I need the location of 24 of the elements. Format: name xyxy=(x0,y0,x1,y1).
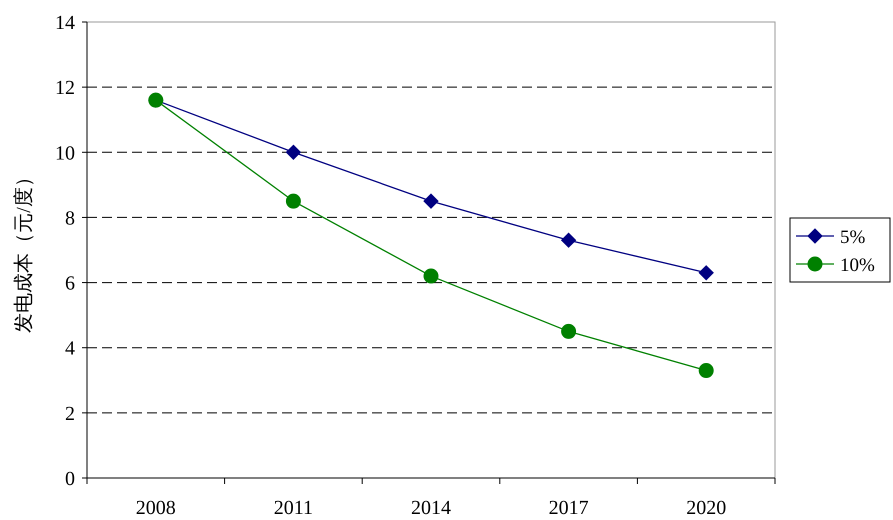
y-tick-label: 4 xyxy=(65,338,75,360)
y-axis-title: 发电成本（元/度） xyxy=(13,167,35,333)
y-tick-label: 12 xyxy=(55,77,75,100)
point xyxy=(286,144,301,160)
y-tick-label: 14 xyxy=(55,12,75,34)
x-tick-label: 2011 xyxy=(274,497,314,519)
x-tick-label: 2014 xyxy=(411,497,451,519)
y-tick-label: 10 xyxy=(55,142,75,164)
point xyxy=(698,265,714,280)
y-tick-label: 0 xyxy=(65,468,75,490)
point xyxy=(286,194,301,209)
legend-label: 5% xyxy=(840,227,866,248)
point xyxy=(424,268,438,284)
y-tick-label: 6 xyxy=(65,272,75,295)
point xyxy=(698,363,714,378)
point xyxy=(561,324,576,339)
point xyxy=(561,232,576,248)
y-tick-label: 2 xyxy=(65,402,75,425)
legend-label: 10% xyxy=(840,255,875,276)
x-tick-label: 2017 xyxy=(548,497,589,519)
y-tick-label: 8 xyxy=(65,207,75,230)
x-tick-label: 2008 xyxy=(136,497,176,519)
x-tick-label: 2020 xyxy=(686,497,726,519)
point xyxy=(424,194,438,209)
